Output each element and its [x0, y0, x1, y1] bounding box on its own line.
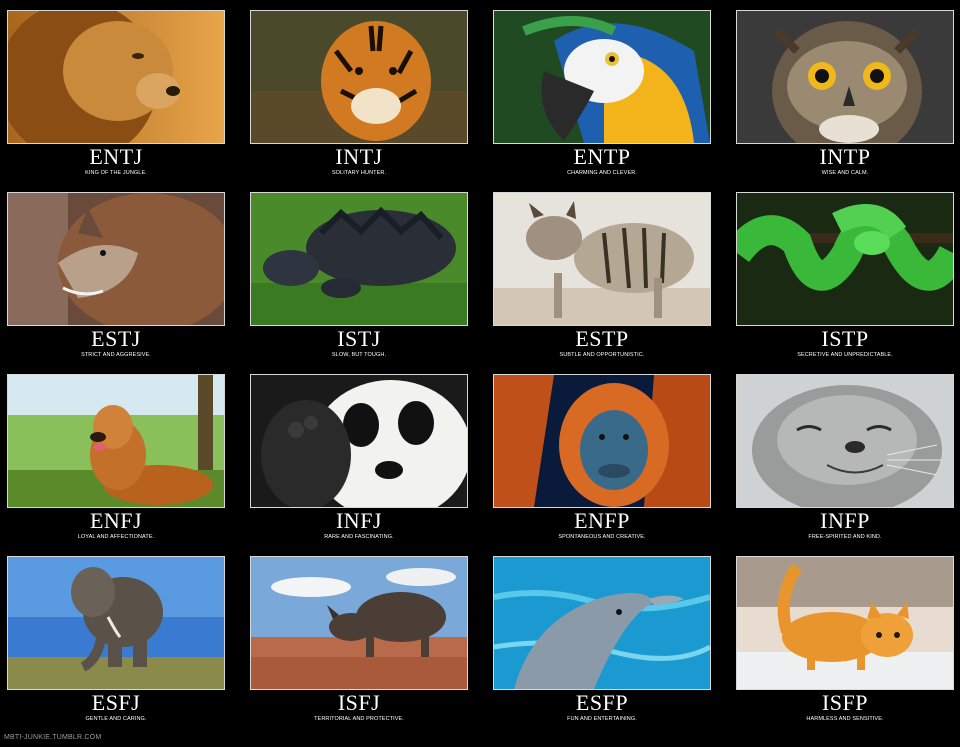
cell-esfp: ESFP FUN AND ENTERTAINING. [488, 548, 718, 731]
dolphin-photo [493, 556, 711, 690]
type-code: ENFP [574, 508, 630, 533]
type-code: INFJ [335, 508, 382, 533]
type-code: ESFP [575, 690, 629, 715]
type-description: TERRITORIAL AND PROTECTIVE. [314, 716, 404, 722]
type-description: SPONTANEOUS AND CREATIVE. [558, 534, 646, 540]
cell-istp: ISTP SECRETIVE AND UNPREDICTABLE. [731, 184, 960, 367]
type-code: ESTJ [91, 326, 141, 351]
type-code: INFP [820, 508, 870, 533]
type-description: SECRETIVE AND UNPREDICTABLE. [797, 352, 893, 358]
type-code: ISTP [821, 326, 869, 351]
type-description: STRICT AND AGGRESIVE. [81, 352, 151, 358]
cell-enfp: ENFP SPONTANEOUS AND CREATIVE. [488, 366, 718, 549]
type-description: HARMLESS AND SENSITIVE. [806, 716, 884, 722]
cell-isfj: ISFJ TERRITORIAL AND PROTECTIVE. [245, 548, 475, 731]
cell-estj: ESTJ STRICT AND AGGRESIVE. [2, 184, 232, 367]
type-description: RARE AND FASCINATING. [324, 534, 394, 540]
cell-isfp: ISFP HARMLESS AND SENSITIVE. [731, 548, 960, 731]
green-tree-python-photo [736, 192, 954, 326]
cell-entj: ENTJ KING OF THE JUNGLE. [2, 2, 232, 185]
owl-photo [736, 10, 954, 144]
type-code: INTP [819, 144, 871, 169]
hyena-photo [493, 192, 711, 326]
type-code: ENFJ [89, 508, 143, 533]
type-description: FREE-SPIRITED AND KIND. [808, 534, 882, 540]
cell-enfj: ENFJ LOYAL AND AFFECTIONATE. [2, 366, 232, 549]
type-code: INTJ [335, 144, 383, 169]
type-description: GENTLE AND CARING. [85, 716, 147, 722]
type-code: ISFP [821, 690, 869, 715]
type-code: ENTJ [89, 144, 143, 169]
kitten-photo [736, 556, 954, 690]
type-description: KING OF THE JUNGLE. [85, 170, 147, 176]
type-description: LOYAL AND AFFECTIONATE. [77, 534, 155, 540]
macaw-photo [493, 10, 711, 144]
cell-infj: INFJ RARE AND FASCINATING. [245, 366, 475, 549]
golden-retriever-photo [7, 374, 225, 508]
rhinoceros-photo [250, 556, 468, 690]
type-description: SUBTLE AND OPPORTUNISTIC. [559, 352, 645, 358]
cell-estp: ESTP SUBTLE AND OPPORTUNISTIC. [488, 184, 718, 367]
elephant-photo [7, 556, 225, 690]
type-code: ESTP [575, 326, 629, 351]
cell-esfj: ESFJ GENTLE AND CARING. [2, 548, 232, 731]
type-code: ISTJ [337, 326, 381, 351]
wolf-photo [7, 192, 225, 326]
type-description: SLOW, BUT TOUGH. [331, 352, 387, 358]
cell-intj: INTJ SOLITARY HUNTER. [245, 2, 475, 185]
type-description: FUN AND ENTERTAINING. [567, 716, 637, 722]
panda-photo [250, 374, 468, 508]
type-code: ISFJ [337, 690, 381, 715]
lion-photo [7, 10, 225, 144]
type-code: ENTP [573, 144, 631, 169]
type-code: ESFJ [91, 690, 141, 715]
type-description: SOLITARY HUNTER. [331, 170, 387, 176]
seal-photo [736, 374, 954, 508]
watermark: MBTI-JUNKIE.TUMBLR.COM [4, 734, 102, 741]
cell-entp: ENTP CHARMING AND CLEVER. [488, 2, 718, 185]
cell-infp: INFP FREE-SPIRITED AND KIND. [731, 366, 960, 549]
cell-istj: ISTJ SLOW, BUT TOUGH. [245, 184, 475, 367]
type-description: WISE AND CALM. [821, 170, 869, 176]
tiger-photo [250, 10, 468, 144]
snapping-turtle-photo [250, 192, 468, 326]
type-description: CHARMING AND CLEVER. [567, 170, 637, 176]
orangutan-photo [493, 374, 711, 508]
cell-intp: INTP WISE AND CALM. [731, 2, 960, 185]
